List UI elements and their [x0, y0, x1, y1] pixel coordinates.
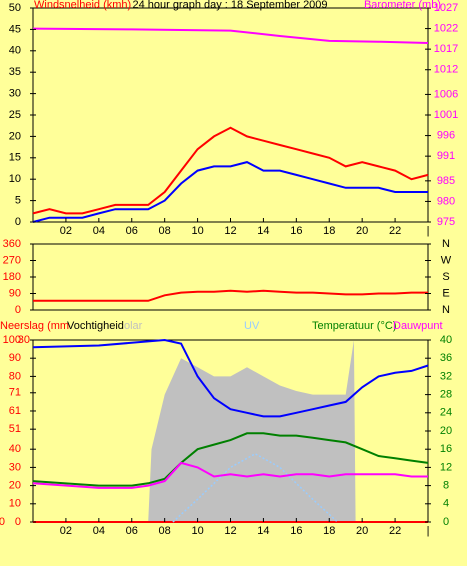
y2-tick-label: N — [442, 304, 450, 316]
y2-tick-label: 1017 — [434, 43, 458, 55]
y2-tick-label: 12 — [440, 461, 452, 473]
y2-tick-label: 996 — [437, 129, 455, 141]
y-tick-label: 10 — [9, 173, 21, 185]
y-tick-label: 90 — [9, 352, 21, 364]
y-tick-label: 51 — [9, 423, 21, 435]
legend-label: UV — [244, 320, 260, 332]
x-tick-label: 04 — [93, 225, 105, 237]
y-tick-label: 90 — [9, 287, 21, 299]
legend-label: Windsnelheid (kmh) — [34, 0, 131, 11]
y2-tick-label: W — [441, 254, 452, 266]
y2-tick-label: 0 — [443, 516, 449, 528]
x-tick-label: 10 — [191, 525, 203, 537]
y-tick-label: 20 — [9, 480, 21, 492]
x-tick-label: 06 — [126, 525, 138, 537]
y-tick-label: 30 — [9, 88, 21, 100]
y-tick-label: 0 — [15, 304, 21, 316]
y2-tick-label: 40 — [440, 334, 452, 346]
y3-tick-label: 0 — [0, 516, 5, 528]
series-line — [32, 338, 429, 418]
y2-tick-label: 991 — [437, 150, 455, 162]
y2-tick-label: 8 — [443, 480, 449, 492]
y2-tick-label: 24 — [440, 407, 452, 419]
y2-tick-label: E — [442, 287, 449, 299]
y-tick-label: 40 — [9, 443, 21, 455]
y2-tick-label: 16 — [440, 443, 452, 455]
x-tick-label: 18 — [323, 525, 335, 537]
y2-tick-label: 980 — [437, 195, 455, 207]
y2-tick-label: 28 — [440, 389, 452, 401]
x-tick-label: 12 — [224, 525, 236, 537]
legend-label: Dauwpunt — [393, 320, 443, 332]
y-tick-label: 40 — [9, 45, 21, 57]
x-tick-label: 04 — [93, 525, 105, 537]
x-tick-label: 20 — [356, 225, 368, 237]
legend-label: Barometer (mb) — [364, 0, 441, 11]
legend-label: Vochtigheid — [67, 320, 124, 332]
x-tick-label: 22 — [389, 525, 401, 537]
x-tick-label: 10 — [191, 225, 203, 237]
series-line — [32, 432, 429, 487]
y2-tick-label: 1027 — [434, 2, 458, 14]
x-tick-label: 16 — [290, 225, 302, 237]
y2-tick-label: 1001 — [434, 109, 458, 121]
y2-tick-label: 4 — [443, 498, 449, 510]
y-tick-label: 20 — [9, 130, 21, 142]
y-tick-label: 0 — [15, 516, 21, 528]
y-tick-label: 15 — [9, 152, 21, 164]
y2-tick-label: 32 — [440, 370, 452, 382]
y2-tick-label: 20 — [440, 425, 452, 437]
y-tick-label: 61 — [9, 405, 21, 417]
y-tick-label: 270 — [3, 254, 21, 266]
legend-label: Neerslag (mm — [0, 320, 69, 332]
y2-tick-label: 985 — [437, 175, 455, 187]
y-tick-label: 5 — [15, 195, 21, 207]
series-line — [32, 27, 429, 44]
y-tick-label: 50 — [9, 2, 21, 14]
y-tick-label: 25 — [9, 109, 21, 121]
series-line — [32, 161, 428, 223]
y-tick-label: 0 — [15, 216, 21, 228]
series-line — [32, 461, 428, 489]
y2-tick-label: N — [442, 238, 450, 250]
y2-tick-label: 1012 — [434, 64, 458, 76]
y-tick-label: 360 — [3, 238, 21, 250]
x-tick-label: 08 — [159, 225, 171, 237]
legend-label: olar — [124, 320, 143, 332]
chart-title: 24 hour graph day : 18 September 2009 — [132, 0, 327, 11]
x-tick-label: 18 — [323, 225, 335, 237]
x-tick-label: 12 — [224, 225, 236, 237]
y2-tick-label: 36 — [440, 352, 452, 364]
x-tick-label: 06 — [126, 225, 138, 237]
series-line — [33, 289, 428, 302]
y-tick-label: 35 — [9, 66, 21, 78]
x-tick-label: 02 — [60, 525, 72, 537]
x-tick-label: 14 — [257, 525, 269, 537]
x-tick-label: 08 — [159, 525, 171, 537]
y-tick-label: 180 — [3, 271, 21, 283]
x-tick-label: 20 — [356, 525, 368, 537]
x-tick-label: | — [427, 525, 430, 537]
y2-tick-label: 1022 — [434, 22, 458, 34]
series-line — [172, 452, 339, 523]
y-tick-label: 30 — [9, 461, 21, 473]
x-tick-label: 02 — [60, 225, 72, 237]
y-tick-label: 80 — [9, 370, 21, 382]
y3-tick-label: 30 — [18, 334, 30, 346]
y2-tick-label: 975 — [437, 216, 455, 228]
area — [148, 340, 356, 522]
y2-tick-label: 1006 — [434, 88, 458, 100]
x-tick-label: 22 — [389, 225, 401, 237]
y2-tick-label: S — [442, 271, 449, 283]
y-tick-label: 71 — [9, 387, 21, 399]
legend-label: Temperatuur (°C) — [312, 320, 396, 332]
y-tick-label: 10 — [9, 498, 21, 510]
x-tick-label: 14 — [257, 225, 269, 237]
y-tick-label: 100 — [3, 334, 21, 346]
y-tick-label: 45 — [9, 23, 21, 35]
x-tick-label: | — [427, 225, 430, 237]
x-tick-label: 16 — [290, 525, 302, 537]
series-line — [32, 126, 429, 215]
